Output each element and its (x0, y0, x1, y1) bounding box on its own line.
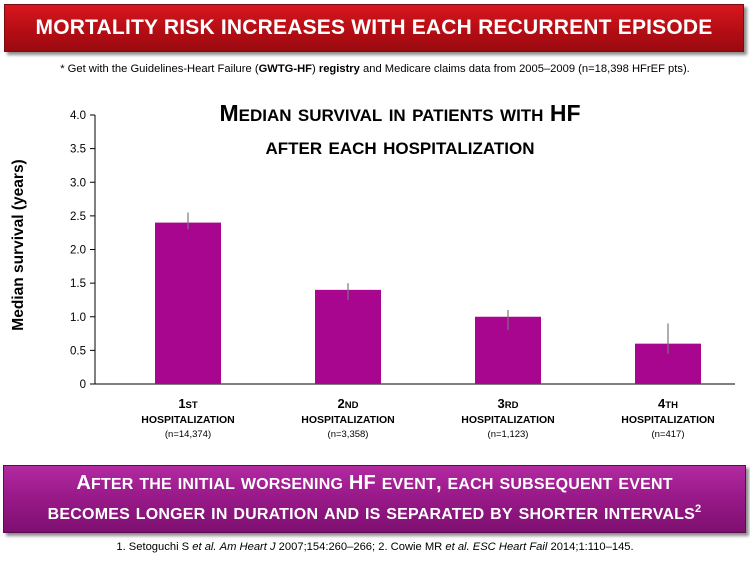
x-category-label: 1ST HOSPITALIZATION (n=14,374) (141, 396, 235, 440)
bar (315, 289, 381, 384)
source-note-bold-gwtg: GWTG-HF (258, 63, 312, 75)
x-category-name: HOSPITALIZATION (301, 414, 395, 426)
chart-title: MEDIAN SURVIVAL IN PATIENTS WITH HF AFTE… (150, 98, 650, 164)
bars (155, 212, 701, 384)
y-tick-label: 2.5 (70, 211, 86, 223)
source-note-pre: * Get with the Guidelines-Heart Failure … (60, 63, 259, 75)
x-category-name: HOSPITALIZATION (141, 414, 235, 426)
chart-title-line-2: AFTER EACH HOSPITALIZATION (265, 139, 535, 158)
source-note-mid: ) (312, 63, 319, 75)
y-tick-label: 1.0 (70, 312, 86, 324)
source-note-bold-registry: registry (318, 63, 360, 75)
source-note: * Get with the Guidelines-Heart Failure … (0, 63, 750, 75)
y-tick-label: 1.5 (70, 278, 86, 290)
x-category-label: 4TH HOSPITALIZATION (n=417) (621, 396, 715, 440)
x-category-name: HOSPITALIZATION (461, 414, 555, 426)
axes: 4.0 3.5 3.0 2.5 2.0 1.5 1.0 0.5 0 (70, 110, 735, 391)
x-category-name: HOSPITALIZATION (621, 414, 715, 426)
x-category-n: (n=14,374) (165, 429, 211, 440)
y-tick-label: 3.5 (70, 144, 86, 156)
x-category-n: (n=1,123) (488, 429, 529, 440)
x-category-label: 2ND HOSPITALIZATION (n=3,358) (301, 396, 395, 440)
y-axis-label: Median survival (years) (10, 159, 27, 330)
x-category-ordinal: 4TH (658, 396, 678, 411)
category-labels: 1ST HOSPITALIZATION (n=14,374) 2ND HOSPITALI… (141, 396, 715, 440)
x-category-label: 3RD HOSPITALIZATION (n=1,123) (461, 396, 555, 440)
y-tick-label: 2.0 (70, 245, 86, 257)
title-banner: MORTALITY RISK INCREASES WITH EACH RECUR… (4, 4, 744, 52)
y-tick-label: 0 (80, 379, 86, 391)
slide-title: MORTALITY RISK INCREASES WITH EACH RECUR… (35, 16, 713, 39)
bar-chart: 4.0 3.5 3.0 2.5 2.0 1.5 1.0 0.5 0 1ST HOSPITALIZA… (10, 110, 735, 440)
source-note-post: and Medicare claims data from 2005–2009 … (359, 63, 690, 75)
takeaway-banner: AFTER THE INITIAL WORSENING HF EVENT, EA… (3, 465, 746, 533)
x-category-n: (n=417) (651, 429, 684, 440)
takeaway-line-1: AFTER THE INITIAL WORSENING HF EVENT, EA… (76, 472, 673, 495)
x-category-ordinal: 2ND (338, 396, 359, 411)
x-category-n: (n=3,358) (328, 429, 369, 440)
takeaway-footnote-ref: 2 (694, 503, 702, 516)
y-tick-label: 3.0 (70, 177, 86, 189)
y-tick-label: 4.0 (70, 110, 86, 122)
bar (155, 222, 221, 384)
x-category-ordinal: 3RD (498, 396, 519, 411)
references: 1. Setoguchi S et al. Am Heart J 2007;15… (116, 541, 634, 553)
y-tick-label: 0.5 (70, 345, 86, 357)
x-category-ordinal: 1ST (178, 396, 198, 411)
takeaway-line-2: BECOMES LONGER IN DURATION AND IS SEPARA… (47, 503, 702, 523)
chart-title-line-1: MEDIAN SURVIVAL IN PATIENTS WITH HF (219, 100, 581, 126)
